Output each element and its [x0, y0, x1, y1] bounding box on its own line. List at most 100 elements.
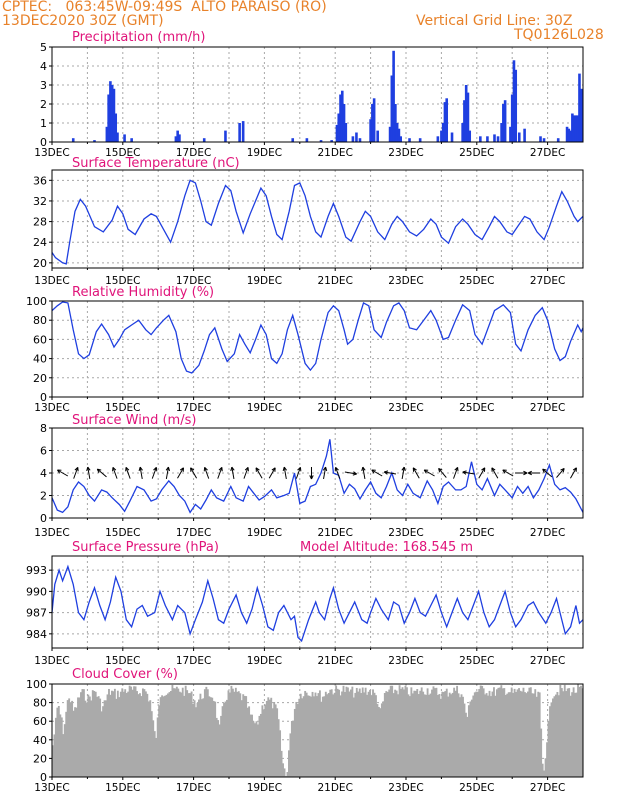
- cloud-cover-bar: [292, 720, 295, 777]
- cloud-cover-bar: [119, 691, 122, 777]
- cloud-cover-bar: [248, 706, 251, 777]
- cloud-cover-bar: [215, 717, 218, 777]
- precipitation-bar: [340, 90, 344, 142]
- cloud-cover-bar: [540, 728, 543, 777]
- precipitation-bar: [109, 81, 112, 142]
- cloud-cover-bar: [310, 696, 312, 777]
- precipitation-bar: [461, 123, 464, 142]
- precipitation-bar: [510, 94, 514, 142]
- cloud-cover-bar: [206, 689, 209, 777]
- cloud-cover-bar: [510, 687, 513, 777]
- wind-arrow-shaft: [344, 471, 357, 475]
- cloud-cover-bar: [485, 693, 488, 777]
- cloud-cover-bar: [174, 688, 177, 777]
- precipitation-bar: [436, 136, 440, 142]
- wind-arrow-head: [542, 468, 547, 473]
- wind-arrow-head: [361, 466, 366, 472]
- wind-title: Surface Wind (m/s): [72, 413, 196, 428]
- cloud-cover-bar: [509, 692, 512, 777]
- wind-y-tick-label: 6: [40, 445, 47, 458]
- cloud-cover-bar: [251, 714, 253, 777]
- precipitation-bar: [344, 123, 348, 142]
- cloud-cover-bar: [268, 699, 271, 777]
- cloud-cover-bar: [103, 700, 106, 777]
- cloud-cover-bar: [279, 730, 282, 777]
- cloud-cover-bar: [354, 692, 357, 777]
- header-station: CPTEC: 063:45W-09:49S ALTO PARAISO (RO): [2, 0, 327, 15]
- precipitation-bar: [358, 138, 362, 142]
- cloud-cover-bar: [462, 696, 464, 777]
- precipitation-bar: [238, 123, 241, 142]
- wind-arrow-shaft: [151, 467, 157, 479]
- wind-arrow-head: [138, 466, 143, 472]
- cloud-cover-bar: [85, 702, 88, 777]
- precipitation-bar: [496, 136, 500, 142]
- cloud-cover-bar: [484, 694, 487, 777]
- temperature-y-tick-label: 28: [33, 216, 47, 229]
- cloud-cover-bar: [559, 684, 562, 777]
- wind-x-tick-label: 17DEC: [176, 527, 211, 539]
- precipitation-bar: [394, 104, 397, 142]
- cloud-cover-bar: [497, 687, 500, 777]
- wind-x-tick-label: 15DEC: [105, 527, 140, 539]
- wind-x-tick-label: 19DEC: [247, 527, 282, 539]
- cloud-cover-bar: [158, 705, 161, 777]
- wind-arrow-head: [96, 468, 102, 473]
- precipitation-bar: [390, 75, 394, 142]
- cloud-cover-bar: [133, 686, 135, 777]
- wind-y-tick-label: 4: [40, 467, 47, 480]
- cloud-cover-bar: [416, 689, 419, 777]
- precipitation-x-tick-label: 21DEC: [317, 147, 352, 159]
- pressure-y-tick-label: 993: [26, 564, 47, 577]
- cloud-cover-bar: [326, 694, 329, 777]
- precipitation-bar: [305, 138, 309, 142]
- cloud-cover-bar: [375, 695, 377, 777]
- wind-arrow-head: [112, 467, 117, 472]
- cloud-cover-bar: [144, 691, 147, 777]
- cloud-cover-bar: [259, 713, 262, 777]
- pressure-title: Surface Pressure (hPa): [72, 540, 219, 555]
- cloud-cover-bar: [376, 704, 379, 777]
- cloud-cover-bar: [578, 686, 581, 777]
- cloud-cover-bar: [495, 689, 498, 777]
- cloud-cover-bar: [459, 697, 461, 777]
- precipitation-bar: [502, 104, 505, 142]
- cloud-cover-bar: [177, 688, 180, 777]
- wind-arrow-head: [502, 469, 507, 474]
- wind-arrow-head: [218, 467, 223, 472]
- precipitation-bar: [450, 132, 454, 142]
- cloud-cover-bar: [193, 700, 196, 777]
- cloud-cover-bar: [577, 684, 579, 777]
- cloud-cover-bar: [392, 693, 395, 777]
- cloud-cover-bar: [161, 695, 164, 777]
- cloud-cover-bar: [175, 686, 178, 777]
- cloud-cover-bar: [172, 688, 175, 777]
- cloud-cover-bar: [66, 700, 69, 777]
- precipitation-y-tick-label: 5: [40, 41, 47, 54]
- cloud-cover-bar: [218, 724, 221, 777]
- pressure-frame: [51, 555, 584, 649]
- cloud-cover-bar: [134, 686, 137, 777]
- precipitation-bar: [335, 124, 339, 142]
- precipitation-y-tick-label: 0: [40, 136, 47, 149]
- pressure-y-tick-label: 990: [26, 585, 47, 598]
- precipitation-bar: [110, 85, 114, 142]
- wind-x-tick-label: 27DEC: [530, 527, 565, 539]
- cloud-cover-bar: [369, 689, 371, 777]
- cloud-cover-bar: [395, 690, 398, 777]
- cloud-cover-bar: [261, 705, 264, 777]
- wind-arrow-head: [423, 469, 429, 474]
- cloud-frame: [51, 683, 584, 778]
- wind-arrow-shaft: [295, 467, 301, 479]
- wind-arrow-head: [560, 467, 565, 473]
- cloud-cover-bar: [224, 701, 227, 777]
- wind-x-tick-label: 13DEC: [34, 527, 69, 539]
- cloud-cover-bar: [311, 691, 314, 777]
- cloud-cover-bar: [519, 690, 522, 777]
- wind-arrow-shaft: [438, 468, 447, 478]
- temperature-x-tick-label: 21DEC: [317, 275, 352, 287]
- cloud-cover-bar: [187, 693, 190, 777]
- cloud-cover-bar: [556, 691, 559, 777]
- temperature-x-tick-label: 15DEC: [105, 275, 140, 287]
- cloud-y-tick-label: 80: [33, 697, 47, 710]
